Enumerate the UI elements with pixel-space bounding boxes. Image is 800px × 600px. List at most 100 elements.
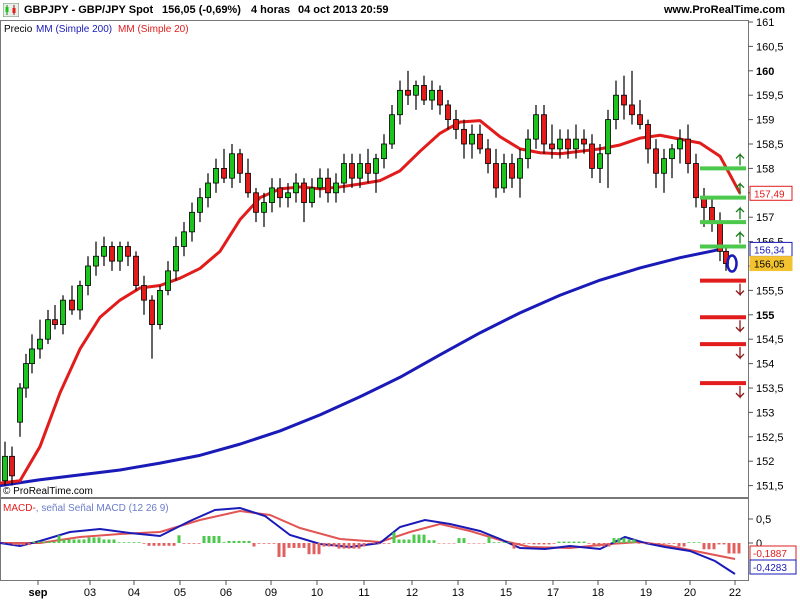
price-tick-label: 157,5	[756, 188, 784, 200]
candle-up	[677, 138, 683, 150]
candle-down	[541, 114, 547, 145]
x-tick-label: 09	[265, 587, 277, 599]
candle-down	[621, 94, 627, 106]
candle-up	[29, 348, 35, 364]
price-tick-label: 160	[756, 66, 774, 78]
candle-up	[373, 158, 379, 174]
macd-histogram-bar	[297, 543, 301, 548]
candle-down	[693, 163, 699, 199]
macd-histogram-bar	[112, 539, 116, 543]
candle-up	[189, 211, 195, 233]
candle-down	[149, 299, 155, 325]
candle-up	[557, 138, 563, 150]
macd-histogram-bar	[607, 543, 611, 547]
macd-histogram-bar	[397, 539, 401, 543]
macd-histogram-bar	[452, 543, 456, 544]
macd-histogram-bar	[87, 537, 91, 543]
candle-up	[501, 163, 507, 189]
macd-histogram-bar	[657, 543, 661, 544]
macd-histogram-bar	[632, 539, 636, 543]
candle-down	[69, 299, 75, 311]
candle-down	[133, 255, 139, 286]
macd-histogram-bar	[72, 539, 76, 543]
macd-histogram-bar	[282, 543, 286, 557]
macd-histogram-bar	[167, 543, 171, 546]
macd-histogram-bar	[612, 538, 616, 543]
candle-up	[413, 85, 419, 96]
website-link[interactable]: www.ProRealTime.com	[664, 4, 786, 16]
candle-down	[461, 128, 467, 145]
macd-histogram-bar	[307, 543, 311, 555]
macd-histogram-bar	[412, 534, 416, 543]
macd-histogram-bar	[672, 543, 676, 544]
candle-down	[493, 163, 499, 189]
macd-histogram-bar	[327, 543, 331, 547]
candlestick-chart-icon	[3, 3, 19, 17]
macd-histogram-bar	[692, 542, 696, 543]
macd-histogram-bar	[292, 543, 296, 548]
up-arrow-icon	[735, 230, 745, 244]
macd-histogram-bar	[512, 543, 516, 549]
candle-down	[125, 246, 131, 257]
candle-up	[60, 299, 66, 325]
macd-histogram-bar	[287, 543, 291, 548]
macd-histogram-bar	[47, 541, 51, 543]
macd-histogram-bar	[587, 543, 591, 544]
x-tick-label: 06	[220, 587, 232, 599]
macd-histogram-bar	[467, 543, 471, 544]
candle-down	[565, 138, 571, 150]
macd-histogram-bar	[152, 543, 156, 546]
macd-histogram-bar	[387, 543, 391, 544]
candle-down	[221, 167, 227, 179]
macd-histogram-bar	[497, 542, 501, 543]
x-tick-label: 20	[684, 587, 696, 599]
candle-up	[37, 338, 43, 350]
x-tick-label: 22	[729, 587, 741, 599]
price-value-label: 157,49	[754, 189, 785, 200]
candle-down	[301, 182, 307, 203]
macd-histogram-bar	[312, 543, 316, 555]
candle-down	[453, 119, 459, 130]
mm20-line	[0, 119, 742, 485]
macd-histogram-bar	[472, 543, 476, 544]
x-tick-label: 13	[452, 587, 464, 599]
candle-down	[717, 221, 723, 252]
macd-histogram-bar	[17, 543, 21, 546]
candle-down	[549, 143, 555, 150]
macd-histogram-bar	[137, 542, 141, 543]
bar-datetime: 04 oct 2013 20:59	[298, 4, 389, 16]
macd-histogram-bar	[132, 542, 136, 543]
price-tick-label: 152,5	[756, 432, 784, 444]
legend-separator: ,	[35, 503, 42, 514]
candle-down	[653, 148, 659, 174]
macd-histogram-bar	[272, 543, 276, 544]
legend-price: Precio	[4, 24, 33, 35]
macd-histogram-bar	[542, 543, 546, 545]
candle-down	[245, 172, 251, 194]
price-tick-label: 154	[756, 359, 774, 371]
candle-down	[277, 187, 283, 199]
candle-up	[2, 455, 8, 482]
up-arrow-icon	[735, 152, 745, 166]
candle-up	[605, 119, 611, 155]
macd-histogram-bar	[192, 543, 196, 544]
macd-histogram-bar	[77, 539, 81, 543]
macd-histogram-bar	[712, 543, 716, 550]
candle-up	[101, 246, 107, 257]
macd-histogram-bar	[42, 541, 46, 543]
macd-histogram-bar	[627, 539, 631, 543]
candle-up	[285, 192, 291, 199]
macd-histogram-bar	[477, 543, 481, 544]
candle-down	[325, 177, 331, 194]
macd-histogram-bar	[442, 543, 446, 544]
macd-histogram-bar	[232, 540, 236, 543]
macd-histogram-bar	[517, 543, 521, 544]
candle-down	[237, 153, 243, 174]
candle-up	[597, 153, 603, 169]
macd-histogram-bar	[242, 540, 246, 543]
macd-histogram-bar	[652, 543, 656, 544]
candle-down	[685, 138, 691, 164]
candle-up	[661, 158, 667, 174]
macd-histogram-bar	[457, 538, 461, 543]
last-quote: 156,05 (-0,69%)	[162, 4, 241, 16]
